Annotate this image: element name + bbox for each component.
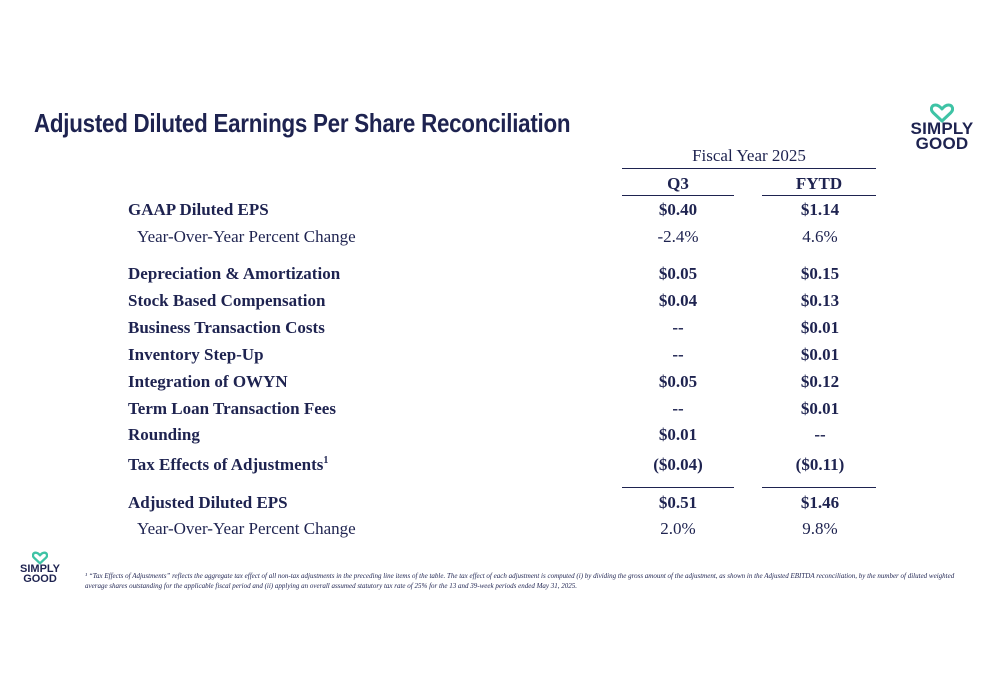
q3-value: -- (672, 345, 684, 364)
row-label: Adjusted Diluted EPS (128, 493, 288, 512)
fytd-header-rule (762, 195, 876, 196)
table-row: GAAP Diluted EPS $0.40 $1.14 (0, 200, 1000, 224)
fytd-value: -- (814, 425, 826, 444)
table-row: Stock Based Compensation $0.04 $0.13 (0, 291, 1000, 315)
page-title: Adjusted Diluted Earnings Per Share Reco… (34, 108, 571, 138)
row-label-text: Tax Effects of Adjustments (128, 455, 324, 474)
table-row: Business Transaction Costs -- $0.01 (0, 318, 1000, 342)
table-row: Adjusted Diluted EPS $0.51 $1.46 (0, 493, 1000, 517)
fytd-value: $0.01 (800, 345, 840, 364)
header-rule (622, 168, 876, 169)
table-row: Tax Effects of Adjustments1 ($0.04) ($0.… (0, 455, 1000, 479)
fytd-value: ($0.11) (795, 455, 845, 474)
q3-value: $0.01 (658, 425, 698, 444)
table-row: Integration of OWYN $0.05 $0.12 (0, 372, 1000, 396)
column-header-fytd: FYTD (795, 174, 843, 193)
row-label: Rounding (128, 425, 200, 444)
fytd-value: $1.46 (800, 493, 840, 512)
footnote: ¹ “Tax Effects of Adjustments” reflects … (85, 572, 955, 590)
fytd-value: $1.14 (800, 200, 840, 219)
row-label: Stock Based Compensation (128, 291, 326, 310)
table-row: Inventory Step-Up -- $0.01 (0, 345, 1000, 369)
fytd-total-rule (762, 487, 876, 488)
fytd-value: 4.6% (802, 227, 838, 246)
table-row: Year-Over-Year Percent Change 2.0% 9.8% (0, 519, 1000, 543)
q3-value: $0.04 (658, 291, 698, 310)
fytd-value: $0.12 (800, 372, 840, 391)
row-label: Integration of OWYN (128, 372, 288, 391)
q3-value: 2.0% (660, 519, 696, 538)
fytd-value: $0.01 (800, 318, 840, 337)
fiscal-year-header: Fiscal Year 2025 (692, 146, 806, 165)
q3-value: -- (672, 399, 684, 418)
simply-good-logo-small: SIMPLY GOOD (10, 551, 70, 587)
q3-value: -2.4% (657, 227, 699, 246)
q3-value: -- (672, 318, 684, 337)
footnote-marker: 1 (323, 455, 329, 466)
logo-word-2: GOOD (915, 134, 969, 153)
q3-header-rule (622, 195, 734, 196)
fytd-value: $0.15 (800, 264, 840, 283)
fytd-value: 9.8% (802, 519, 838, 538)
logo-word-1: SIMPLY (20, 563, 60, 575)
logo-word-2: GOOD (23, 573, 57, 585)
q3-value: $0.05 (658, 372, 698, 391)
row-label: Depreciation & Amortization (128, 264, 341, 283)
row-label: GAAP Diluted EPS (128, 200, 269, 219)
q3-value: $0.51 (658, 493, 698, 512)
q3-value: $0.40 (658, 200, 698, 219)
row-label: Year-Over-Year Percent Change (137, 519, 356, 538)
q3-total-rule (622, 487, 734, 488)
row-label: Term Loan Transaction Fees (128, 399, 336, 418)
q3-value: $0.05 (658, 264, 698, 283)
table-row: Term Loan Transaction Fees -- $0.01 (0, 399, 1000, 423)
fytd-value: $0.13 (800, 291, 840, 310)
row-label: Tax Effects of Adjustments1 (128, 455, 328, 475)
row-label: Inventory Step-Up (128, 345, 264, 364)
simply-good-logo: SIMPLY GOOD (893, 103, 991, 155)
row-label: Year-Over-Year Percent Change (137, 227, 356, 246)
logo-word-1: SIMPLY (910, 119, 974, 138)
table-row: Depreciation & Amortization $0.05 $0.15 (0, 264, 1000, 288)
table-row: Rounding $0.01 -- (0, 425, 1000, 449)
fytd-value: $0.01 (800, 399, 840, 418)
heart-icon (930, 103, 954, 123)
column-header-q3: Q3 (667, 174, 689, 193)
row-label: Business Transaction Costs (128, 318, 325, 337)
heart-icon (32, 551, 48, 565)
table-row: Year-Over-Year Percent Change -2.4% 4.6% (0, 227, 1000, 251)
q3-value: ($0.04) (653, 455, 703, 474)
